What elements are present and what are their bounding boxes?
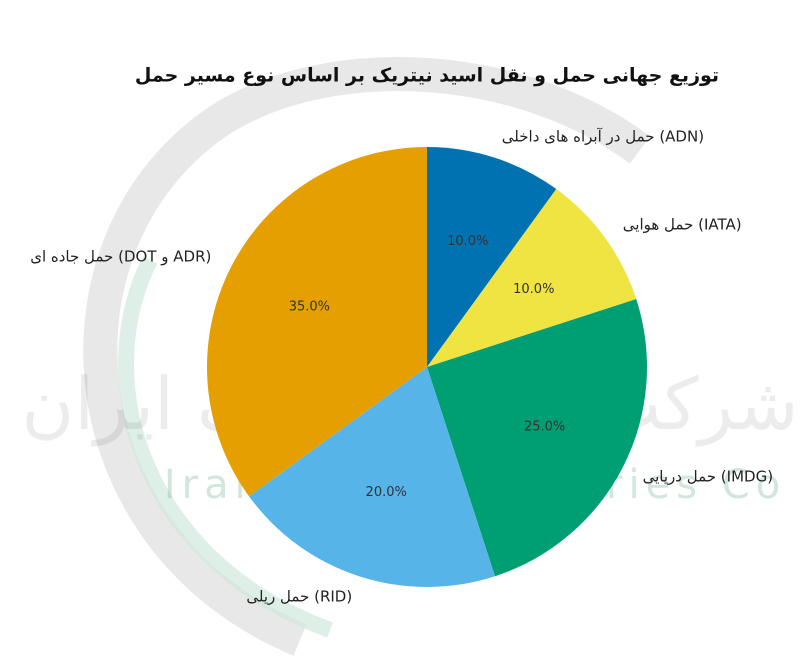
slice-label: حمل ریلی (RID)	[246, 588, 352, 606]
pie-slice	[249, 367, 495, 587]
pie-slice	[427, 189, 637, 367]
slice-label: حمل در آبراه های داخلی (ADN)	[502, 127, 704, 145]
value-label: 10.0%	[447, 234, 488, 249]
chart-title: توزیع جهانی حمل و نقل اسید نیتریک بر اسا…	[135, 65, 719, 87]
pie	[207, 147, 647, 587]
pie-slice	[207, 147, 427, 497]
watermark-arc	[118, 256, 333, 638]
value-label: 20.0%	[366, 485, 407, 500]
value-label: 35.0%	[289, 300, 330, 315]
slice-label: حمل هوایی (IATA)	[623, 215, 742, 233]
watermark-arc	[83, 57, 651, 656]
pie-slice	[427, 147, 557, 367]
slice-label: حمل دریایی (IMDG)	[643, 467, 773, 485]
value-label: 10.0%	[513, 282, 554, 297]
pie-slice	[427, 299, 647, 577]
value-label: 25.0%	[524, 419, 565, 434]
slice-label: حمل جاده ای (DOT و ADR)	[30, 248, 211, 266]
